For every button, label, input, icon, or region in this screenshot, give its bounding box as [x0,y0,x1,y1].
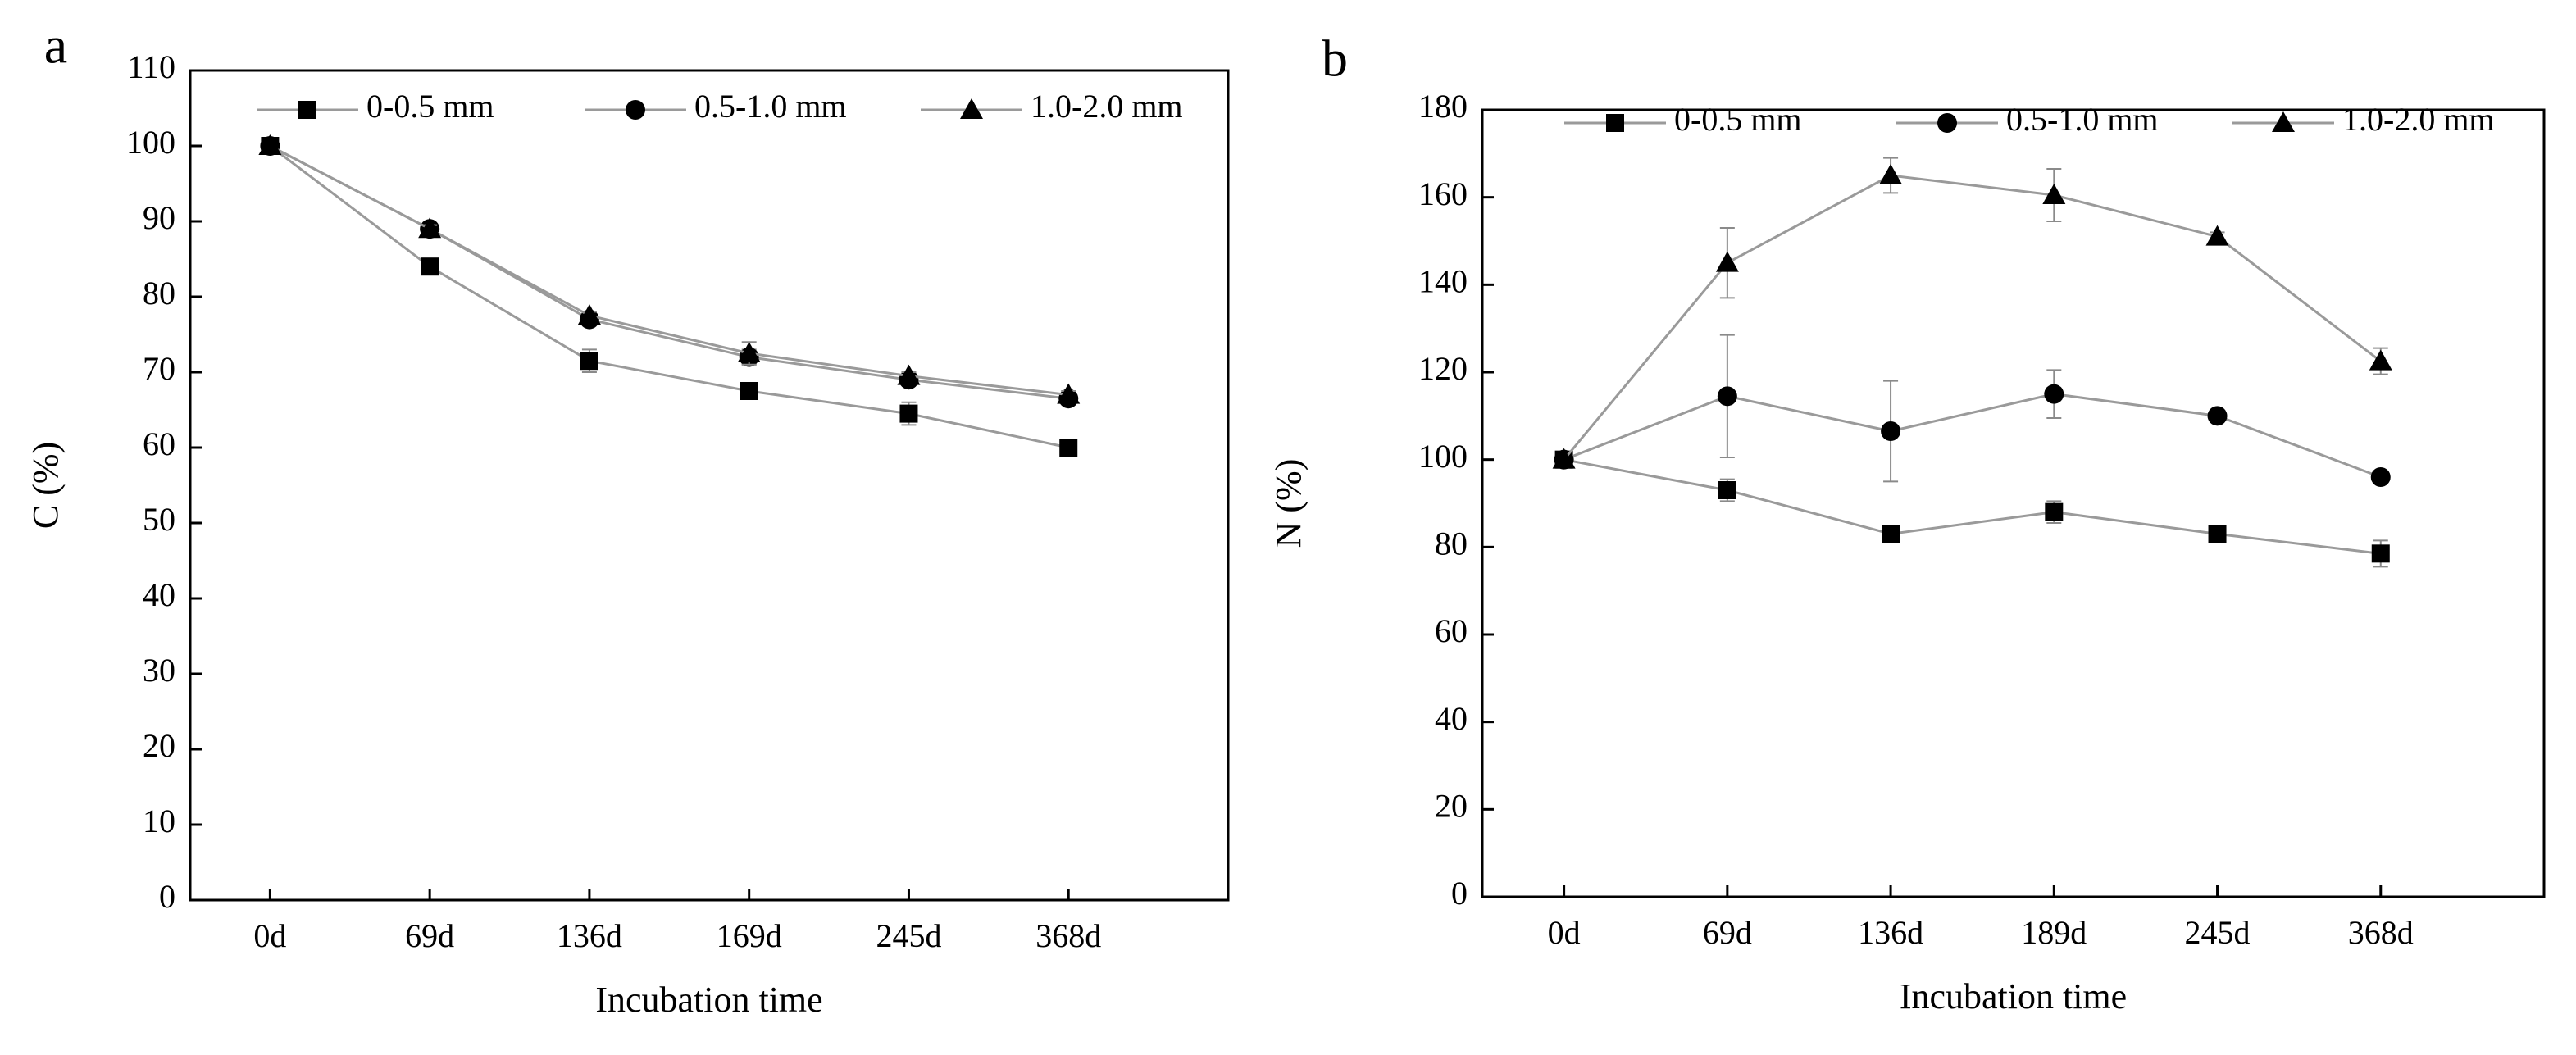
y-tick-label: 70 [143,350,175,387]
legend-entry: 1.0-2.0 mm [921,88,1183,125]
data-point [1718,481,1736,499]
x-axis-title: Incubation time [1900,976,2127,1016]
y-tick-label: 120 [1418,350,1468,387]
y-tick-label: 60 [143,425,175,462]
data-point [577,304,601,325]
data-point [2205,225,2229,246]
data-point [421,257,439,276]
legend-label: 0.5-1.0 mm [2006,101,2159,138]
y-axis-title: C (%) [25,442,66,529]
data-point [418,217,442,239]
data-point [1881,421,1901,441]
data-point [258,134,282,155]
y-tick-label: 100 [126,124,175,161]
series-line [1563,458,2381,555]
series-triangle [1552,157,2392,469]
series-line [269,144,1069,397]
data-point [737,342,761,362]
legend-label: 0-0.5 mm [366,88,494,125]
data-point [899,404,918,423]
y-tick-label: 140 [1418,263,1468,300]
legend-entry: 0-0.5 mm [257,88,494,125]
x-axis-title: Incubation time [595,980,822,1020]
data-point [1715,251,1739,272]
data-point [2370,467,2391,487]
legend-marker [626,100,645,120]
data-point [1552,448,1576,469]
x-tick-label: 368d [2348,914,2414,951]
y-axis-title: N (%) [1268,459,1308,548]
x-tick-label: 0d [1548,914,1581,951]
plot-frame [189,69,1230,902]
x-tick-label: 69d [405,917,454,954]
legend-label: 0-0.5 mm [1674,101,1802,138]
y-tick-label: 0 [1451,875,1468,912]
y-tick-label: 100 [1418,438,1468,475]
y-tick-label: 20 [143,727,175,764]
legend-entry: 0-0.5 mm [1564,101,1802,138]
legend-entry: 0.5-1.0 mm [585,88,847,125]
legend-label: 1.0-2.0 mm [2342,101,2495,138]
series-square [1554,450,2390,568]
data-point [1879,164,1903,184]
x-tick-label: 189d [2021,914,2087,951]
y-tick-label: 0 [159,878,175,915]
data-point [2369,349,2392,371]
legend-marker [1606,114,1624,132]
series-line [1563,174,2382,461]
data-point [2207,406,2228,426]
x-tick-label: 368d [1035,917,1101,954]
data-point [740,382,758,400]
y-tick-label: 40 [143,576,175,613]
x-tick-label: 0d [253,917,286,954]
x-tick-label: 169d [717,917,782,954]
legend-label: 1.0-2.0 mm [1031,88,1183,125]
panel-a: 0 10 20 30 40 50 60 70 80 90 100 110 0d 69d 136d 169d 24… [25,16,1230,1020]
y-tick-label: 50 [143,501,175,538]
legend-entry: 0.5-1.0 mm [1896,101,2159,138]
y-tick-label: 160 [1418,175,1468,212]
y-tick-label: 60 [1435,612,1468,649]
x-tick-label: 136d [557,917,622,954]
plot-frame [1481,108,2546,898]
legend-marker [960,98,983,119]
data-point [1717,386,1737,407]
y-tick-label: 80 [1435,525,1468,562]
series-line [269,144,1069,449]
data-point [1059,439,1078,457]
data-point [2371,544,2390,563]
legend-entry: 1.0-2.0 mm [2232,101,2495,138]
y-tick-label: 180 [1418,88,1468,125]
x-tick-label: 69d [1703,914,1752,951]
y-tick-label: 30 [143,652,175,689]
data-point [1882,525,1900,543]
legend-marker [298,101,316,119]
data-point [2045,502,2064,521]
panel-label: b [1322,30,1348,88]
data-point [2042,184,2066,204]
y-tick-label: 40 [1435,700,1468,737]
panel-b: 0 20 40 60 80 100 120 140 160 180 0d 69d 136d 189d 245… [1268,30,2546,1016]
legend-marker [2272,111,2295,132]
legend-marker [1937,113,1957,133]
y-tick-label: 80 [143,275,175,311]
data-point [897,364,921,385]
panel-label: a [44,16,67,75]
data-point [2044,384,2064,404]
y-tick-label: 20 [1435,788,1468,825]
data-point [1057,383,1081,404]
data-point [580,352,598,371]
series-triangle [258,134,1081,404]
y-tick-label: 10 [143,803,175,839]
data-point [2208,525,2227,543]
x-tick-label: 245d [876,917,941,954]
series-line [1563,393,2382,479]
y-tick-label: 110 [127,48,175,85]
legend-label: 0.5-1.0 mm [694,88,847,125]
x-tick-label: 245d [2185,914,2251,951]
y-tick-label: 90 [143,199,175,236]
x-tick-label: 136d [1858,914,1923,951]
